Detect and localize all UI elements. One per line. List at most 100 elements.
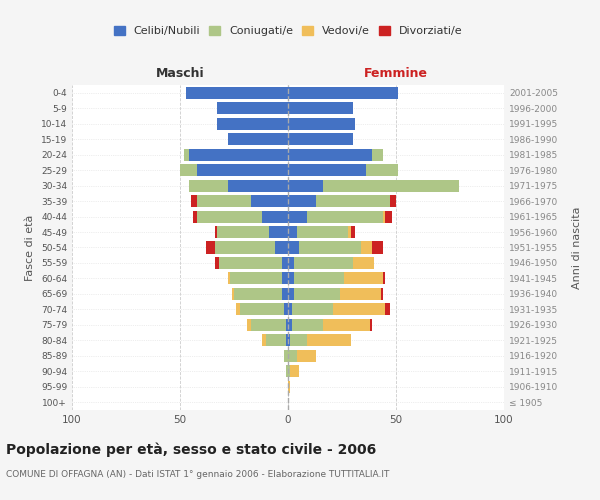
Bar (372, 242, 383, 254)
Bar (385, 304, 389, 316)
Y-axis label: Anni di nascita: Anni di nascita (572, 206, 582, 288)
Bar (284, 304, 288, 316)
Bar (288, 86, 398, 99)
Bar (288, 210, 307, 222)
Bar (299, 242, 361, 254)
Bar (227, 272, 230, 284)
Bar (281, 272, 288, 284)
Bar (286, 366, 288, 378)
Bar (180, 164, 197, 176)
Bar (296, 226, 349, 238)
Bar (219, 257, 281, 269)
Bar (381, 288, 383, 300)
Bar (206, 242, 215, 254)
Bar (215, 242, 275, 254)
Bar (288, 381, 290, 393)
Bar (288, 257, 295, 269)
Bar (292, 304, 334, 316)
Text: Popolazione per età, sesso e stato civile - 2006: Popolazione per età, sesso e stato civil… (6, 442, 376, 457)
Bar (197, 195, 251, 207)
Text: COMUNE DI OFFAGNA (AN) - Dati ISTAT 1° gennaio 2006 - Elaborazione TUTTITALIA.IT: COMUNE DI OFFAGNA (AN) - Dati ISTAT 1° g… (6, 470, 389, 479)
Bar (295, 288, 340, 300)
Bar (288, 148, 372, 160)
Bar (251, 195, 288, 207)
Bar (251, 319, 286, 331)
Bar (281, 288, 288, 300)
Bar (295, 272, 344, 284)
Bar (247, 319, 251, 331)
Text: Femmine: Femmine (364, 67, 428, 80)
Bar (353, 257, 374, 269)
Bar (296, 350, 316, 362)
Bar (383, 210, 385, 222)
Bar (236, 304, 241, 316)
Bar (286, 319, 288, 331)
Bar (288, 319, 292, 331)
Bar (383, 272, 385, 284)
Bar (288, 164, 366, 176)
Bar (290, 366, 299, 378)
Bar (366, 164, 398, 176)
Bar (217, 118, 288, 130)
Bar (241, 304, 284, 316)
Bar (188, 180, 227, 192)
Bar (227, 180, 288, 192)
Bar (286, 334, 288, 346)
Bar (188, 148, 288, 160)
Bar (288, 288, 295, 300)
Bar (217, 102, 288, 114)
Bar (288, 366, 290, 378)
Bar (266, 334, 286, 346)
Bar (372, 148, 383, 160)
Bar (292, 319, 323, 331)
Bar (340, 288, 381, 300)
Bar (269, 226, 288, 238)
Bar (288, 272, 295, 284)
Bar (307, 210, 383, 222)
Bar (288, 133, 353, 145)
Y-axis label: Fasce di età: Fasce di età (25, 214, 35, 280)
Legend: Celibi/Nubili, Coniugati/e, Vedovi/e, Divorziati/e: Celibi/Nubili, Coniugati/e, Vedovi/e, Di… (113, 26, 463, 36)
Bar (288, 304, 292, 316)
Bar (232, 288, 234, 300)
Bar (344, 272, 383, 284)
Bar (334, 304, 385, 316)
Bar (191, 195, 197, 207)
Bar (184, 148, 188, 160)
Bar (361, 242, 372, 254)
Bar (187, 86, 288, 99)
Bar (288, 242, 299, 254)
Bar (323, 180, 458, 192)
Bar (288, 102, 353, 114)
Bar (281, 257, 288, 269)
Bar (389, 195, 396, 207)
Bar (295, 257, 353, 269)
Bar (197, 164, 288, 176)
Bar (227, 133, 288, 145)
Bar (284, 350, 288, 362)
Bar (262, 334, 266, 346)
Bar (262, 210, 288, 222)
Bar (230, 272, 281, 284)
Bar (370, 319, 372, 331)
Bar (385, 210, 392, 222)
Text: Maschi: Maschi (155, 67, 205, 80)
Bar (275, 242, 288, 254)
Bar (288, 195, 316, 207)
Bar (288, 226, 296, 238)
Bar (288, 180, 323, 192)
Bar (290, 334, 307, 346)
Bar (193, 210, 197, 222)
Bar (288, 334, 290, 346)
Bar (307, 334, 350, 346)
Bar (197, 210, 262, 222)
Bar (215, 226, 217, 238)
Bar (234, 288, 281, 300)
Bar (323, 319, 370, 331)
Bar (288, 350, 296, 362)
Bar (316, 195, 389, 207)
Bar (349, 226, 350, 238)
Bar (288, 118, 355, 130)
Bar (215, 257, 219, 269)
Bar (217, 226, 269, 238)
